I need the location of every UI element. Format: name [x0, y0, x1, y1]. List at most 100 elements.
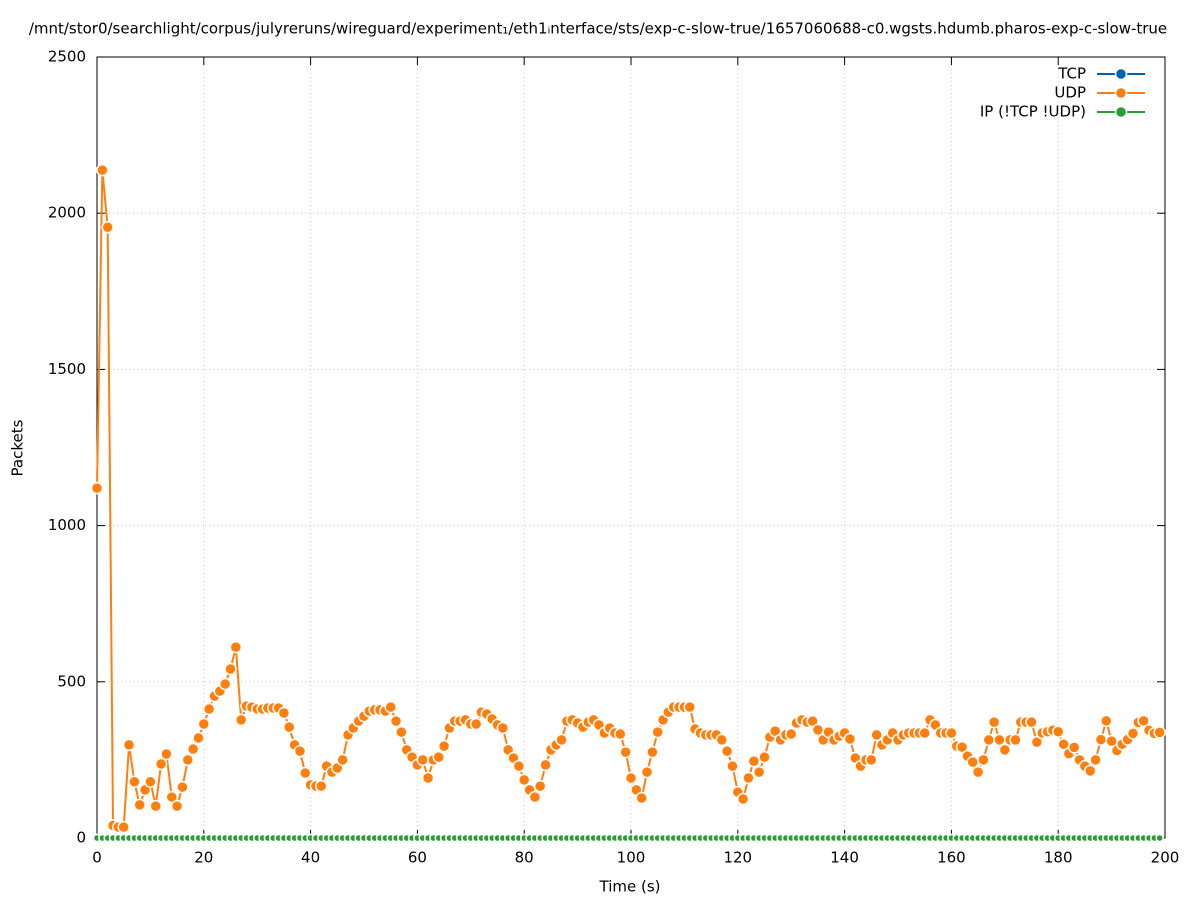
legend-marker: [1114, 86, 1128, 100]
series-point: [416, 753, 429, 767]
x-tick-label: 40: [301, 849, 320, 867]
series-point: [640, 765, 654, 779]
grid: 0 500 1000 1500 2000 2500 0 20 40 60 80 100 120 140 16…: [48, 48, 1180, 867]
series-point: [1137, 714, 1150, 728]
x-tick-label: 120: [723, 849, 752, 867]
series-point: [955, 740, 969, 754]
series-point: [982, 733, 996, 747]
series-point: [539, 758, 552, 772]
series-point: [421, 771, 435, 785]
series-point: [987, 715, 1001, 729]
series-point: [811, 723, 825, 737]
series-point: [181, 753, 195, 767]
series-point: [496, 721, 510, 735]
series-point: [277, 706, 291, 720]
series-point: [122, 738, 136, 752]
series-point: [293, 744, 307, 758]
x-tick-label: 180: [1044, 849, 1073, 867]
series-point: [437, 739, 451, 753]
series-point: [517, 773, 531, 787]
series-point: [614, 727, 627, 741]
legend-marker: [1114, 105, 1128, 119]
series-point: [389, 714, 403, 728]
series-point: [635, 791, 648, 805]
series-point: [683, 700, 696, 714]
y-axis-label: Packets: [9, 419, 27, 476]
series-point: [176, 780, 189, 794]
x-axis-label: Time (s): [599, 878, 661, 896]
series-point: [528, 790, 542, 804]
series-point: [865, 753, 878, 767]
x-tick-label: 20: [194, 849, 213, 867]
series-point: [202, 702, 216, 716]
series-point: [336, 753, 349, 767]
series-point: [1155, 833, 1164, 843]
legend-label: IP (!TCP !UDP): [980, 103, 1086, 121]
series-point: [186, 742, 200, 756]
series-point: [966, 755, 980, 769]
series-point: [1094, 733, 1108, 746]
series-point: [224, 662, 237, 676]
series-point: [720, 744, 734, 758]
series-point: [747, 754, 761, 768]
series-point: [619, 745, 632, 759]
x-tick-label: 60: [408, 849, 427, 867]
series-point: [646, 745, 659, 759]
series-point: [1126, 727, 1140, 740]
series-point: [384, 700, 397, 714]
series-point: [870, 728, 883, 742]
series-point: [149, 799, 162, 813]
series-point: [758, 750, 771, 764]
series-point: [736, 792, 750, 806]
series-point: [192, 731, 205, 745]
series-point: [512, 759, 526, 773]
series-point: [1067, 741, 1081, 754]
series-point: [918, 726, 931, 740]
legend-label: TCP: [1057, 65, 1086, 83]
series-point: [299, 766, 312, 780]
x-tick-label: 160: [937, 849, 966, 867]
series-point: [133, 798, 146, 812]
plot-area: [90, 163, 1166, 843]
y-tick-label: 500: [57, 672, 86, 690]
series-point: [624, 771, 638, 785]
x-tick-label: 0: [92, 849, 102, 867]
x-tick-label: 200: [1151, 849, 1180, 867]
series-point: [1083, 764, 1097, 778]
series-point: [165, 790, 179, 804]
series-point: [229, 640, 243, 654]
series-point: [432, 750, 446, 764]
series-point: [1025, 715, 1038, 729]
series-point: [998, 743, 1012, 757]
series-point: [726, 759, 739, 773]
series-point: [1100, 714, 1113, 728]
series-point: [1051, 725, 1065, 739]
series-point: [752, 765, 766, 779]
series-point: [469, 717, 483, 731]
series-point: [1153, 726, 1166, 739]
series-point: [160, 747, 173, 761]
series-line: [96, 169, 1160, 829]
chart-title: /mnt/stor0/searchlight/corpus/julyreruns…: [29, 20, 1167, 38]
series-point: [843, 732, 857, 746]
series-point: [993, 733, 1006, 747]
series-point: [945, 726, 958, 740]
series-point: [154, 757, 168, 771]
legend-marker: [1114, 67, 1128, 81]
series-point: [1089, 753, 1102, 767]
series-point: [715, 733, 729, 747]
series-point: [128, 775, 141, 789]
y-tick-label: 2000: [48, 204, 86, 222]
series-point: [117, 820, 130, 834]
series-point: [144, 775, 157, 789]
series-point: [101, 221, 114, 234]
plot-frame: [96, 56, 1166, 839]
series-point: [234, 713, 248, 727]
series-point: [1030, 735, 1044, 749]
y-tick-label: 1000: [48, 516, 86, 534]
series-point: [282, 720, 296, 734]
series-point: [96, 163, 109, 177]
series-point: [742, 771, 755, 785]
